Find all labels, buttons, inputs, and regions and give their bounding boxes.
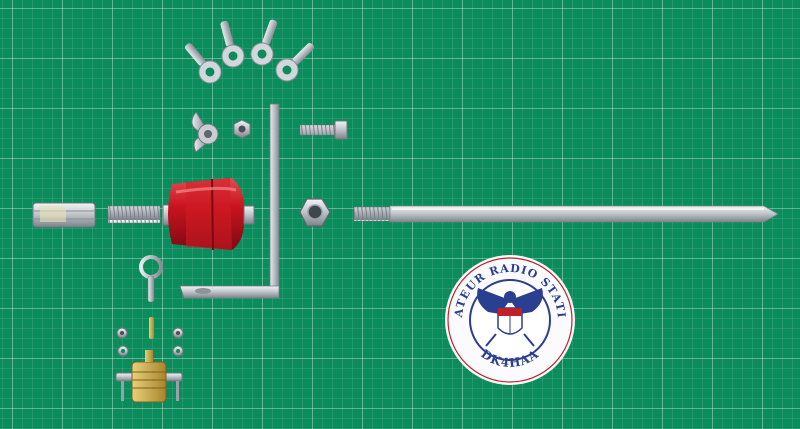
cable-lug [220, 20, 245, 68]
cable-lug [185, 43, 222, 84]
seal-callsign: DK4HAA [478, 347, 540, 371]
small-washer [117, 345, 129, 357]
radiator-rod [353, 205, 779, 223]
small-nut [172, 327, 184, 339]
brass-pin [149, 317, 154, 339]
cable-lug [275, 42, 315, 82]
small-hex-nut [233, 119, 251, 139]
station-seal: AMATEUR RADIO STATION DK4HAA [0, 0, 575, 385]
svg-text:DK4HAA: DK4HAA [478, 347, 541, 371]
eagle-icon [477, 288, 543, 347]
large-hex-nut [299, 198, 331, 227]
small-washer [172, 345, 184, 357]
wing-nut [191, 111, 219, 153]
l-bracket [179, 103, 280, 299]
ring-lug [139, 255, 163, 303]
small-nut [116, 327, 128, 339]
cable-lug [250, 19, 278, 66]
hex-bolt [299, 120, 348, 140]
coupling-nut [32, 202, 96, 228]
threaded-stud [107, 205, 161, 224]
so239-connector [115, 350, 183, 403]
red-insulator [162, 178, 255, 251]
